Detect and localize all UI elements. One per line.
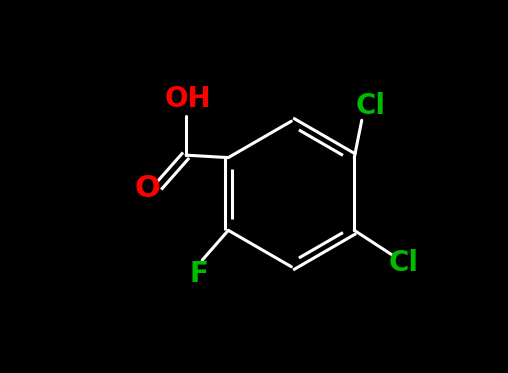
Text: OH: OH: [165, 85, 211, 113]
Text: F: F: [189, 260, 208, 288]
Text: O: O: [135, 174, 161, 203]
Text: Cl: Cl: [389, 249, 419, 277]
Text: Cl: Cl: [356, 92, 386, 120]
